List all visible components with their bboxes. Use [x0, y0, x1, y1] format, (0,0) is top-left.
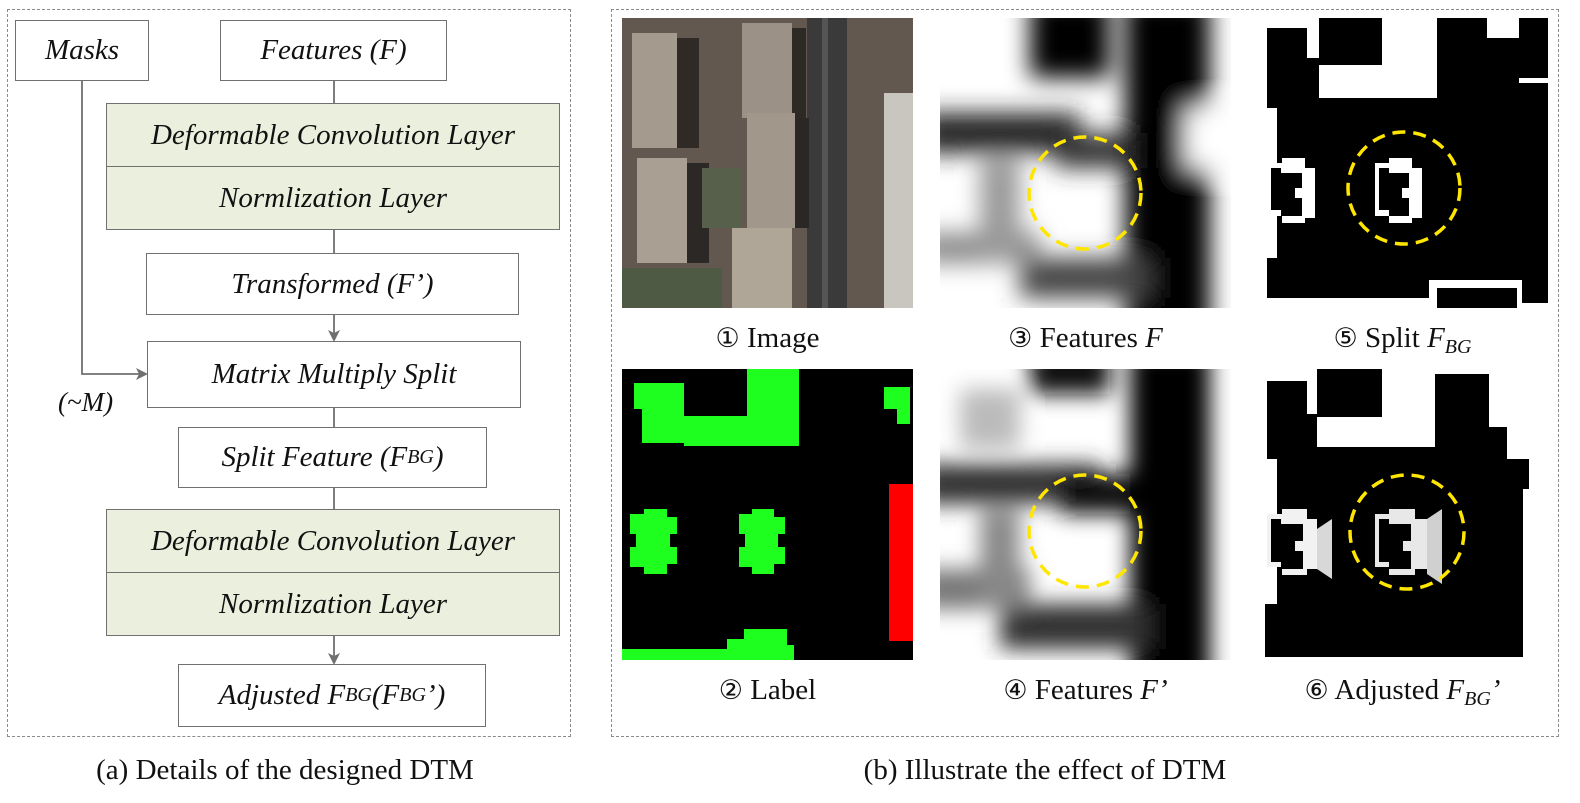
- caption-features-f-prime-var: F’: [1140, 674, 1168, 706]
- caption-features-f-prime-text: Features: [1034, 674, 1134, 706]
- matrix-multiply-split-box: Matrix Multiply Split: [147, 341, 521, 408]
- adjusted-feature-box: Adjusted F BG (F BG’): [178, 664, 486, 727]
- caption-split: ⑤ Split FBG: [1257, 322, 1548, 359]
- flow-connectors: [81, 80, 340, 665]
- caption-features-f-text: Features: [1039, 322, 1138, 354]
- split-feature-text: Split Feature (F: [221, 441, 408, 473]
- caption-split-text: Split: [1365, 322, 1420, 354]
- normalization-layer-1: Normlization Layer: [106, 166, 560, 230]
- number-3: ③: [1008, 323, 1033, 354]
- number-1: ①: [715, 323, 740, 354]
- number-4: ④: [1003, 675, 1028, 706]
- number-2: ②: [718, 675, 743, 706]
- caption-features-f-var: F: [1145, 322, 1163, 354]
- not-mask-label: (~M): [58, 387, 114, 417]
- split-feature-box: Split Feature (F BG ): [178, 427, 487, 488]
- normalization-layer-2: Normlization Layer: [106, 572, 560, 636]
- panel-b-frame: [611, 9, 1559, 737]
- deformable-conv-layer-1: Deformable Convolution Layer: [106, 103, 560, 167]
- adjusted-sub-2: BG: [399, 684, 426, 706]
- features-box: Features (F): [220, 20, 447, 81]
- adjusted-sub: BG: [345, 684, 372, 706]
- split-fbg-tile: [1257, 18, 1548, 308]
- caption-adjusted-var: FBG’: [1446, 674, 1501, 710]
- panel-a-caption: (a) Details of the designed DTM: [96, 754, 474, 786]
- adjusted-text: Adjusted F: [218, 679, 346, 711]
- caption-image: ① Image: [622, 322, 913, 355]
- highlight-circle-split: [1346, 130, 1462, 246]
- arrow-masks-matrix: [81, 80, 148, 380]
- aerial-image-tile: [622, 18, 913, 308]
- features-f-prime-tile: [940, 369, 1231, 660]
- caption-label-text: Label: [750, 674, 817, 706]
- transformed-box: Transformed (F’): [146, 253, 519, 315]
- deformable-conv-layer-2: Deformable Convolution Layer: [106, 509, 560, 573]
- caption-label: ② Label: [622, 674, 913, 707]
- caption-split-var: FBG: [1427, 322, 1472, 358]
- highlight-circle-adjusted: [1348, 473, 1466, 591]
- panel-b-caption: (b) Illustrate the effect of DTM: [863, 754, 1227, 786]
- adjusted-fbg-tile: [1257, 369, 1548, 660]
- number-5: ⑤: [1333, 323, 1358, 354]
- caption-features-f: ③ Features F: [940, 322, 1231, 355]
- highlight-circle-f: [1027, 135, 1143, 251]
- caption-features-f-prime: ④ Features F’: [940, 674, 1231, 707]
- adjusted-close: ’): [425, 679, 446, 711]
- label-map-tile: [622, 369, 913, 660]
- split-feature-sub: BG: [407, 446, 434, 468]
- adjusted-mid: (F: [371, 679, 400, 711]
- number-6: ⑥: [1304, 675, 1329, 706]
- split-feature-close: ): [433, 441, 444, 473]
- caption-adjusted: ⑥ Adjusted FBG’: [1257, 674, 1548, 711]
- highlight-circle-f-prime: [1027, 473, 1143, 589]
- features-f-tile: [940, 18, 1231, 308]
- panel-a-frame: [7, 9, 571, 737]
- caption-image-text: Image: [747, 322, 820, 354]
- masks-box: Masks: [15, 20, 149, 81]
- caption-adjusted-text: Adjusted: [1334, 674, 1440, 706]
